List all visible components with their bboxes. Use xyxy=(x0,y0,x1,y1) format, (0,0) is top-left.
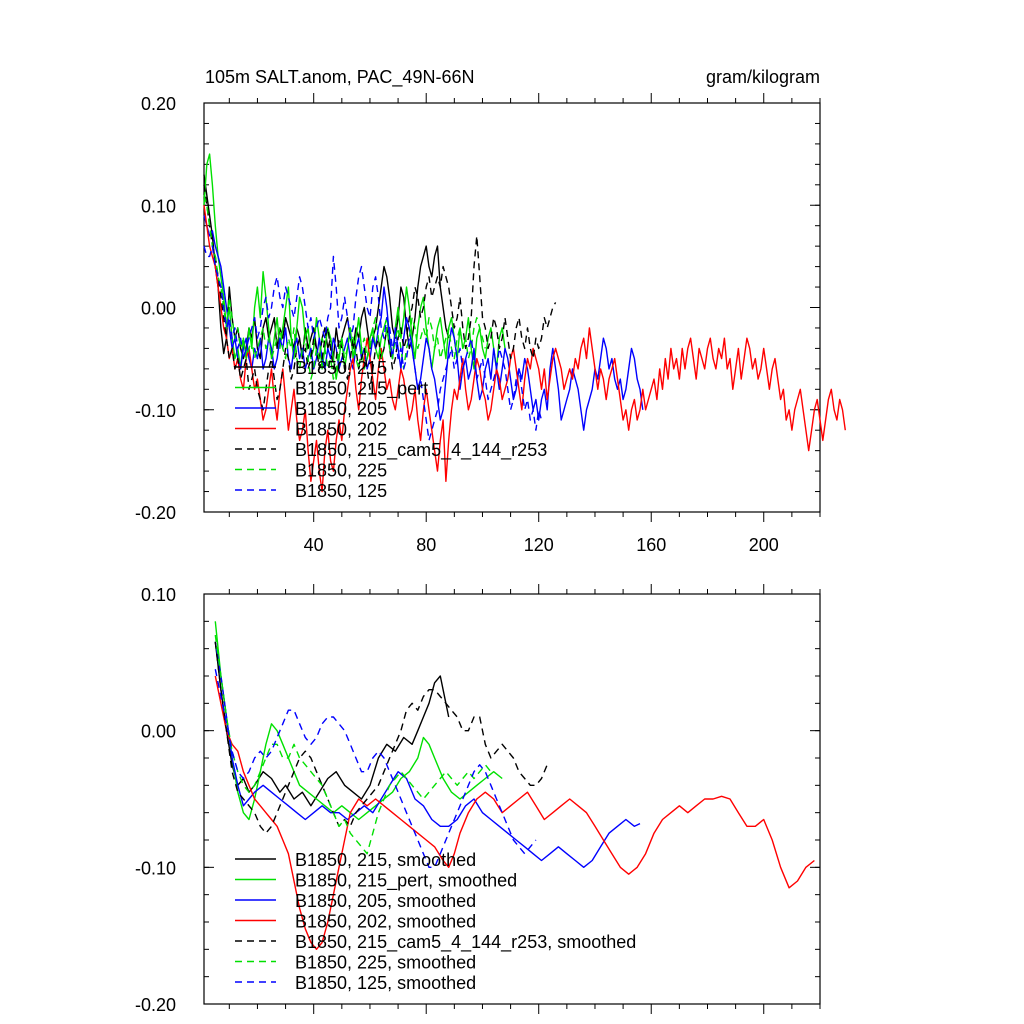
bottom-series-lines xyxy=(214,621,815,950)
bottom-legend-label-0: B1850, 215, smoothed xyxy=(295,850,476,870)
top-legend-label-5: B1850, 225 xyxy=(295,461,387,481)
top-legend-label-4: B1850, 215_cam5_4_144_r253 xyxy=(295,440,547,461)
top-series-line-2 xyxy=(203,215,644,431)
bottom-series-line-4 xyxy=(214,641,548,834)
top-units-label: gram/kilogram xyxy=(706,67,820,87)
bottom-legend-label-5: B1850, 225, smoothed xyxy=(295,953,476,973)
top-x-tick-label: 80 xyxy=(416,535,436,555)
top-legend-label-3: B1850, 202 xyxy=(295,420,387,440)
bottom-y-tick-label: 0.00 xyxy=(141,722,176,742)
bottom-series-line-2 xyxy=(214,641,641,868)
bottom-legend-label-4: B1850, 215_cam5_4_144_r253, smoothed xyxy=(295,932,636,953)
top-legend-label-0: B1850, 215 xyxy=(295,358,387,378)
top-y-tick-label: 0.10 xyxy=(141,196,176,216)
top-axis-ticks: 0.20 0.10 0.00 -0.10 -0.20 40 80 120 160 200 xyxy=(135,93,821,555)
bottom-legend-label-2: B1850, 205, smoothed xyxy=(295,891,476,911)
top-title: 105m SALT.anom, PAC_49N-66N xyxy=(205,67,474,88)
bottom-series-line-6 xyxy=(214,669,537,868)
top-x-tick-label: 40 xyxy=(304,535,324,555)
bottom-legend-label-1: B1850, 215_pert, smoothed xyxy=(295,871,517,892)
top-series-line-3 xyxy=(203,205,846,493)
top-y-tick-label: 0.00 xyxy=(141,299,176,319)
bottom-plot-frame xyxy=(203,593,821,1005)
bottom-series-line-3 xyxy=(214,675,815,950)
bottom-series-line-0 xyxy=(214,641,450,807)
top-legend-label-2: B1850, 205 xyxy=(295,399,387,419)
top-legend-label-6: B1850, 125 xyxy=(295,481,387,501)
top-x-tick-label: 200 xyxy=(749,535,779,555)
bottom-y-tick-label: 0.10 xyxy=(141,585,176,605)
top-x-tick-label: 120 xyxy=(524,535,554,555)
bottom-legend-label-6: B1850, 125, smoothed xyxy=(295,973,476,993)
bottom-y-tick-label: -0.10 xyxy=(135,858,176,878)
bottom-series-line-1 xyxy=(214,621,503,821)
bottom-series-line-5 xyxy=(214,634,492,855)
top-panel: 105m SALT.anom, PAC_49N-66N gram/kilogra… xyxy=(135,67,846,555)
top-series-line-6 xyxy=(203,245,543,442)
bottom-legend-label-3: B1850, 202, smoothed xyxy=(295,912,476,932)
top-y-tick-label: -0.20 xyxy=(135,503,176,523)
top-x-tick-label: 160 xyxy=(636,535,666,555)
top-y-tick-label: -0.10 xyxy=(135,401,176,421)
bottom-y-tick-label: -0.20 xyxy=(135,995,176,1015)
top-y-tick-label: 0.20 xyxy=(141,94,176,114)
top-legend-label-1: B1850, 215_pert xyxy=(295,379,428,400)
bottom-panel: 0.100.00-0.10-0.20 B1850, 215, smoothedB… xyxy=(135,584,821,1015)
bottom-axis-ticks: 0.10 0.00 -0.10 -0.20 xyxy=(135,584,821,1015)
